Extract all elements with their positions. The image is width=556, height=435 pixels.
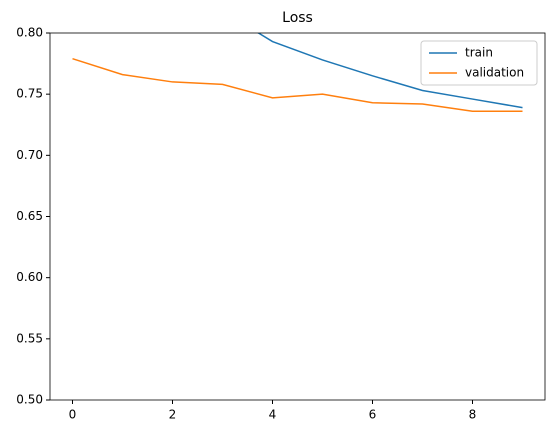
- y-tick-label: 0.70: [16, 148, 43, 162]
- chart-title: Loss: [282, 10, 313, 26]
- y-tick-label: 0.65: [16, 209, 43, 223]
- y-tick-label: 0.50: [16, 393, 43, 407]
- x-tick-label: 8: [469, 408, 477, 422]
- y-tick-label: 0.60: [16, 270, 43, 284]
- legend-label: validation: [465, 66, 524, 80]
- legend-box: [420, 40, 538, 86]
- x-tick-label: 2: [169, 408, 177, 422]
- legend-label: train: [465, 46, 493, 60]
- x-tick-label: 4: [269, 408, 277, 422]
- x-tick-label: 6: [369, 408, 377, 422]
- y-tick-label: 0.80: [16, 26, 43, 40]
- y-tick-label: 0.75: [16, 87, 43, 101]
- line-series: [72, 57, 523, 113]
- line-series: [257, 33, 523, 109]
- x-tick-label: 0: [69, 408, 77, 422]
- y-tick-label: 0.55: [16, 331, 43, 345]
- plot-area: [72, 33, 523, 113]
- axes-frame: [49, 32, 546, 401]
